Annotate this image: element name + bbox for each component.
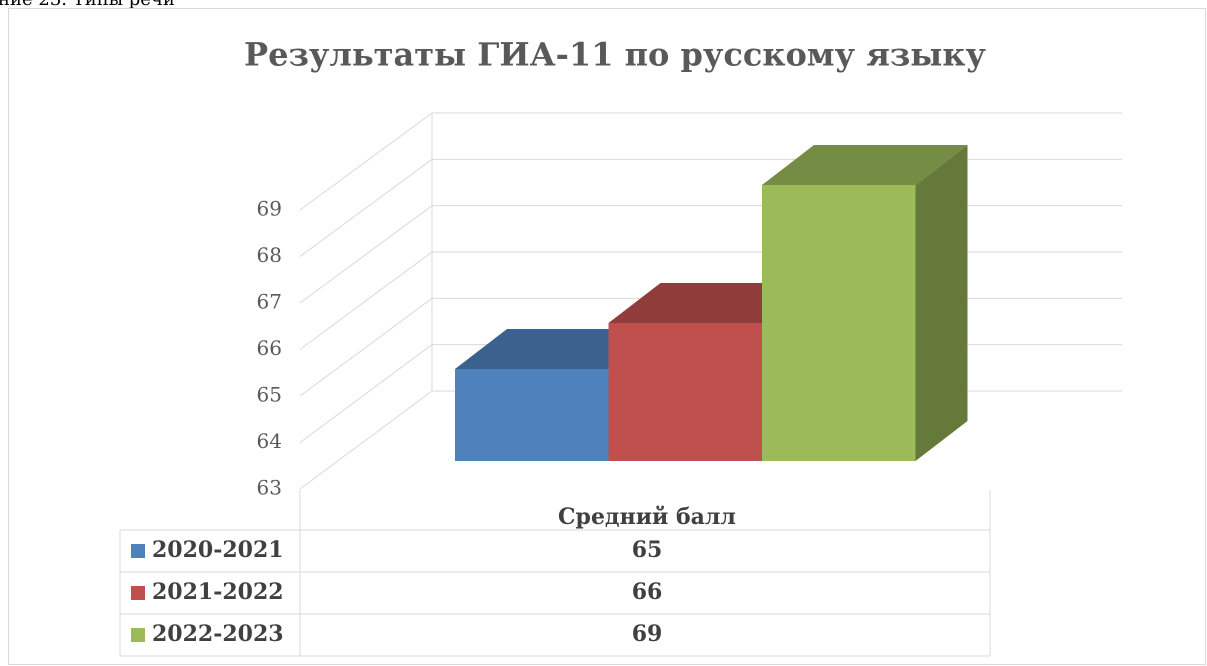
caption: ние 23. Типы речи <box>0 0 175 10</box>
y-tick-label: 65 <box>257 383 282 407</box>
grid-line <box>299 390 433 490</box>
bar-front <box>608 323 762 461</box>
y-tick-label: 63 <box>257 476 282 500</box>
legend-label: 2020-2021 <box>152 537 284 563</box>
y-tick-label: 64 <box>257 429 282 453</box>
y-tick-label: 69 <box>257 197 282 221</box>
grid-line <box>299 297 433 397</box>
bar-front <box>455 369 609 461</box>
grid-line <box>299 251 433 350</box>
table-header: Средний балл <box>558 504 736 530</box>
grid-line <box>299 205 433 304</box>
grid-line <box>299 158 433 257</box>
grid-line <box>299 112 433 211</box>
legend-swatch <box>131 628 145 642</box>
y-tick-label: 67 <box>257 290 282 314</box>
y-tick-label: 66 <box>257 336 282 360</box>
bar-side <box>915 145 968 461</box>
chart-border <box>8 8 1206 665</box>
grid-line <box>299 344 433 443</box>
table-value: 69 <box>632 621 663 647</box>
legend-label: 2021-2022 <box>152 579 284 605</box>
legend-label: 2022-2023 <box>152 621 284 647</box>
table-value: 66 <box>632 579 663 605</box>
legend-swatch <box>131 586 145 600</box>
bar-front <box>762 185 916 461</box>
bar <box>762 145 968 461</box>
legend-swatch <box>131 544 145 558</box>
table-value: 65 <box>632 537 663 563</box>
chart-title: Результаты ГИА-11 по русскому языку <box>244 36 986 74</box>
bar-top <box>762 145 968 185</box>
y-tick-label: 68 <box>257 243 282 267</box>
